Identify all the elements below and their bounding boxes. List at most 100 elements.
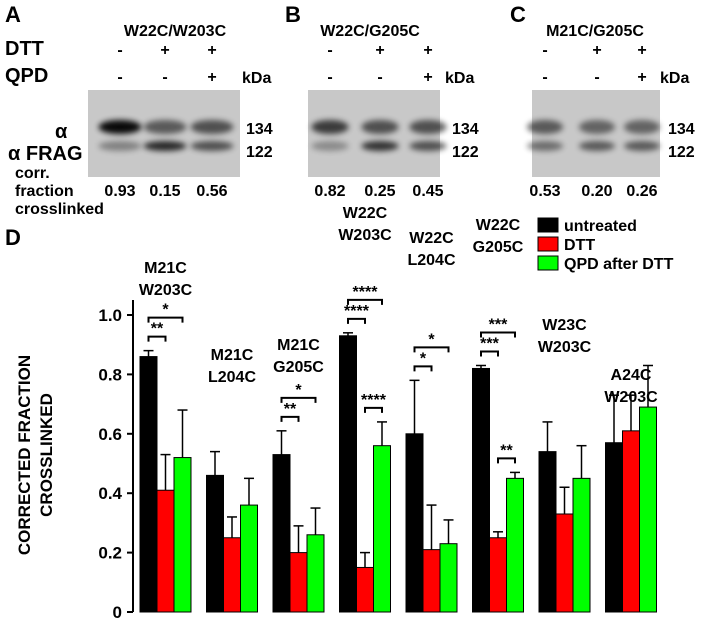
blot-value: 0.53 (529, 183, 560, 200)
marker-label: 134 (452, 121, 479, 138)
row-label: QPD (5, 65, 48, 87)
marker-label: 122 (246, 144, 273, 161)
marker-label: 134 (668, 121, 695, 138)
significance-bracket (147, 335, 167, 342)
category-label: W22C (343, 205, 388, 222)
significance-label: * (428, 331, 435, 348)
blot-value: 0.26 (626, 183, 657, 200)
legend-swatch (537, 217, 559, 233)
band (623, 120, 661, 134)
sign: - (377, 69, 382, 86)
legend-label: DTT (564, 237, 595, 254)
y-tick-label: 0.2 (98, 544, 122, 563)
bar (173, 457, 192, 613)
blot-value: 0.20 (581, 183, 612, 200)
band (578, 120, 616, 134)
band (578, 141, 616, 151)
band (409, 141, 447, 151)
band (409, 120, 447, 134)
category-label: W203C (139, 282, 193, 299)
sign: + (160, 42, 169, 59)
bar (139, 356, 158, 613)
bar (506, 477, 524, 613)
sign: - (542, 42, 547, 59)
sign: + (423, 42, 432, 59)
bar (373, 445, 391, 613)
value-label: corr. (15, 165, 50, 182)
bar (538, 451, 557, 613)
marker-label: 134 (246, 121, 273, 138)
significance-bracket (280, 396, 317, 403)
sign: + (207, 69, 216, 86)
category-label: L204C (407, 252, 455, 269)
band (98, 120, 142, 134)
value-label: fraction (15, 183, 74, 200)
significance-bracket (347, 317, 366, 324)
significance-bracket (480, 331, 516, 338)
significance-label: **** (344, 303, 370, 320)
significance-label: * (162, 302, 169, 319)
band (143, 141, 187, 151)
bar (555, 513, 574, 613)
bar (622, 430, 640, 613)
significance-bracket (347, 298, 383, 305)
sign: - (117, 42, 122, 59)
panel-title: W22C/W203C (124, 23, 227, 40)
bar (489, 537, 507, 613)
sign: + (423, 69, 432, 86)
significance-bracket (480, 350, 499, 357)
legend-swatch (537, 255, 559, 271)
bar (439, 543, 458, 613)
bar (339, 335, 357, 613)
category-label: W203C (604, 389, 658, 406)
marker-label: 122 (452, 144, 479, 161)
significance-label: * (295, 382, 302, 399)
significance-label: **** (353, 284, 379, 301)
panel-letter: D (5, 225, 21, 250)
band (143, 120, 187, 134)
band (190, 120, 234, 134)
unit-label: kDa (242, 70, 271, 87)
significance-label: ** (500, 442, 513, 459)
bar (356, 566, 374, 613)
y-axis-label: CORRECTED FRACTION (15, 355, 34, 555)
band (623, 141, 661, 151)
significance-bracket (280, 415, 300, 422)
category-label: A24C (611, 367, 652, 384)
category-label: W203C (338, 227, 392, 244)
band (311, 120, 349, 134)
bar (206, 474, 224, 613)
bar (572, 477, 591, 613)
significance-label: ** (151, 321, 164, 338)
significance-bracket (413, 365, 433, 372)
significance-label: **** (361, 392, 387, 409)
significance-label: ** (284, 401, 297, 418)
sign: - (594, 69, 599, 86)
sign: + (592, 42, 601, 59)
bar (223, 537, 241, 613)
legend-label: QPD after DTT (564, 256, 674, 273)
band (361, 141, 399, 151)
band-label: α (55, 121, 68, 143)
bar (405, 433, 424, 613)
y-axis-label: CROSSLINKED (37, 393, 56, 517)
significance-label: *** (489, 316, 508, 333)
sign: - (327, 69, 332, 86)
band (190, 141, 234, 151)
category-label: M21C (211, 347, 254, 364)
blot-value: 0.15 (149, 183, 180, 200)
band-label: α FRAG (8, 143, 83, 165)
unit-label: kDa (445, 70, 474, 87)
significance-label: * (420, 350, 427, 367)
category-label: W203C (538, 339, 592, 356)
legend-swatch (537, 236, 559, 252)
marker-label: 122 (668, 144, 695, 161)
sign: - (117, 69, 122, 86)
category-label: G205C (273, 359, 324, 376)
bar (156, 489, 175, 613)
blot-value: 0.25 (364, 183, 395, 200)
significance-bracket (147, 316, 184, 323)
category-label: M21C (144, 260, 187, 277)
panel-letter: A (5, 2, 21, 27)
